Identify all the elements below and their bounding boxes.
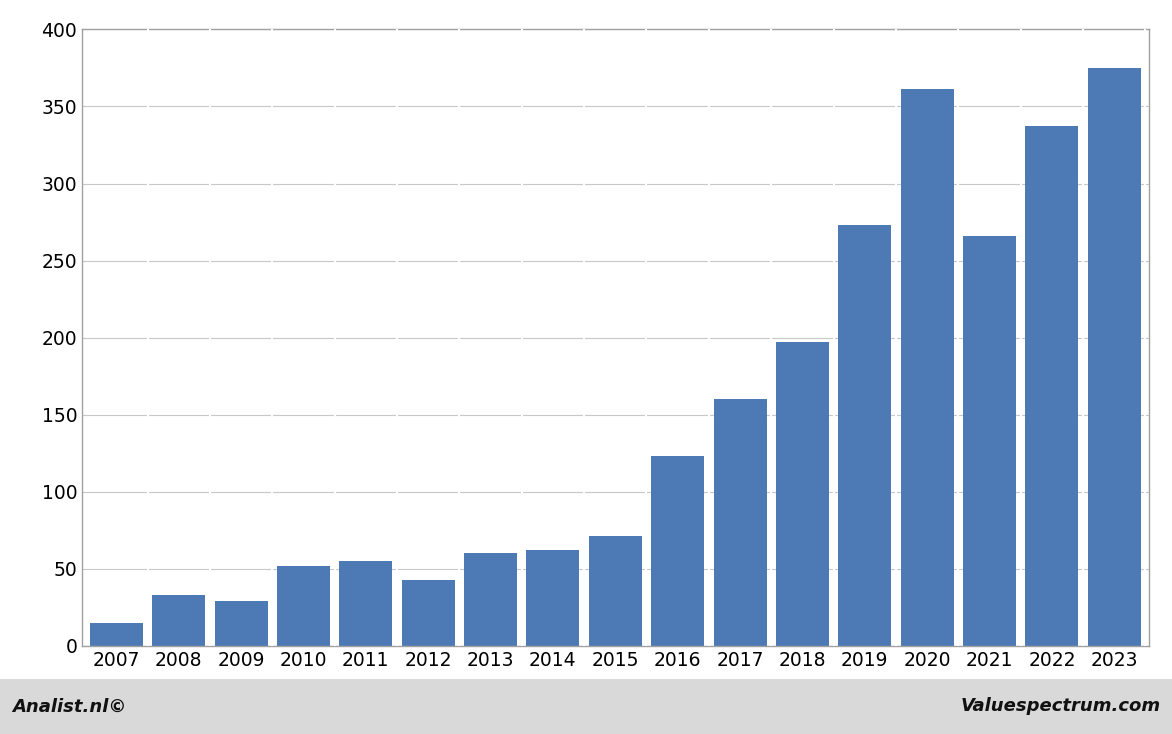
Bar <box>588 537 642 646</box>
Bar <box>652 457 704 646</box>
Bar <box>214 601 267 646</box>
Bar <box>152 595 205 646</box>
Bar <box>838 225 891 646</box>
Text: Analist.nl©: Analist.nl© <box>12 697 127 716</box>
Bar <box>340 562 393 646</box>
Bar <box>464 553 517 646</box>
Bar <box>402 580 455 646</box>
Bar <box>526 550 579 646</box>
Bar <box>900 90 954 646</box>
Bar <box>1026 126 1078 646</box>
Text: Valuespectrum.com: Valuespectrum.com <box>960 697 1160 716</box>
Bar <box>90 622 143 646</box>
Bar <box>277 566 331 646</box>
Bar <box>776 342 829 646</box>
Bar <box>714 399 766 646</box>
Bar <box>963 236 1016 646</box>
Bar <box>1088 68 1140 646</box>
